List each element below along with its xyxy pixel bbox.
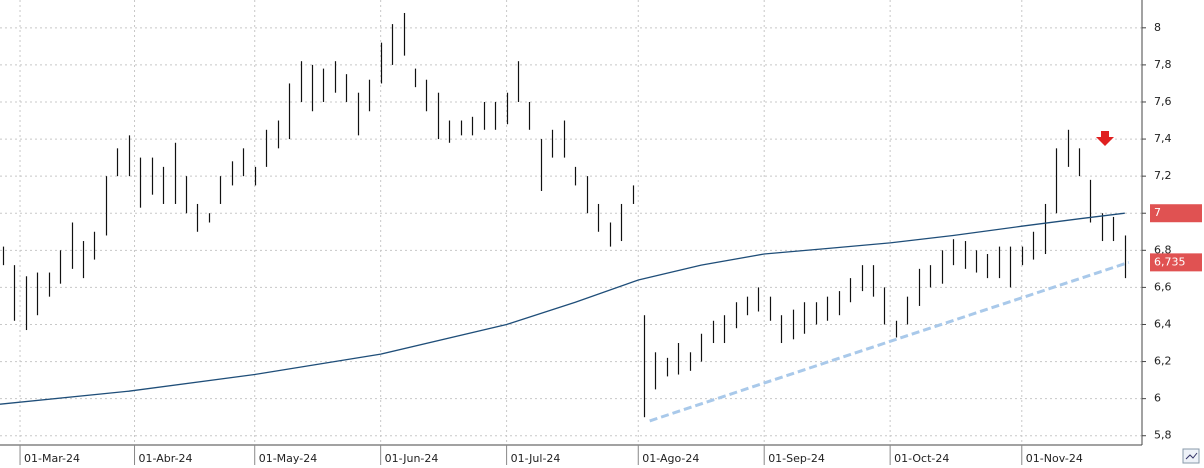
- trend-line: [649, 260, 1130, 423]
- x-tick-label: 01-Jul-24: [511, 452, 561, 465]
- y-tick-label: 7,6: [1154, 95, 1172, 108]
- y-tick-label: 8: [1154, 21, 1161, 34]
- price-tag-box: [1150, 204, 1202, 223]
- y-tick-label: 7,4: [1154, 132, 1172, 145]
- x-tick-label: 01-Nov-24: [1026, 452, 1083, 465]
- moving-average: [0, 212, 1125, 405]
- y-tick-label: 6,4: [1154, 317, 1172, 330]
- x-tick-label: 01-Mar-24: [24, 452, 80, 465]
- y-tick-label: 7,2: [1154, 169, 1172, 182]
- signal-arrow: [1096, 131, 1114, 146]
- x-tick-label: 01-Sep-24: [768, 452, 825, 465]
- price-tag-label: 6,735: [1154, 255, 1186, 268]
- y-tick-label: 6,8: [1154, 243, 1172, 256]
- y-tick-label: 5,8: [1154, 429, 1172, 442]
- price-tag-box: [1150, 253, 1202, 272]
- x-tick-label: 01-May-24: [259, 452, 317, 465]
- x-tick-label: 01-Abr-24: [139, 452, 193, 465]
- x-tick-label: 01-Ago-24: [642, 452, 699, 465]
- price-tag-label: 7: [1154, 206, 1161, 219]
- y-tick-label: 6,2: [1154, 355, 1172, 368]
- y-tick-label: 6,6: [1154, 280, 1172, 293]
- x-tick-label: 01-Oct-24: [894, 452, 949, 465]
- corner-icon-glyph: [1185, 452, 1198, 460]
- y-tick-label: 6: [1154, 392, 1161, 405]
- x-tick-label: 01-Jun-24: [385, 452, 439, 465]
- y-tick-label: 7,8: [1154, 58, 1172, 71]
